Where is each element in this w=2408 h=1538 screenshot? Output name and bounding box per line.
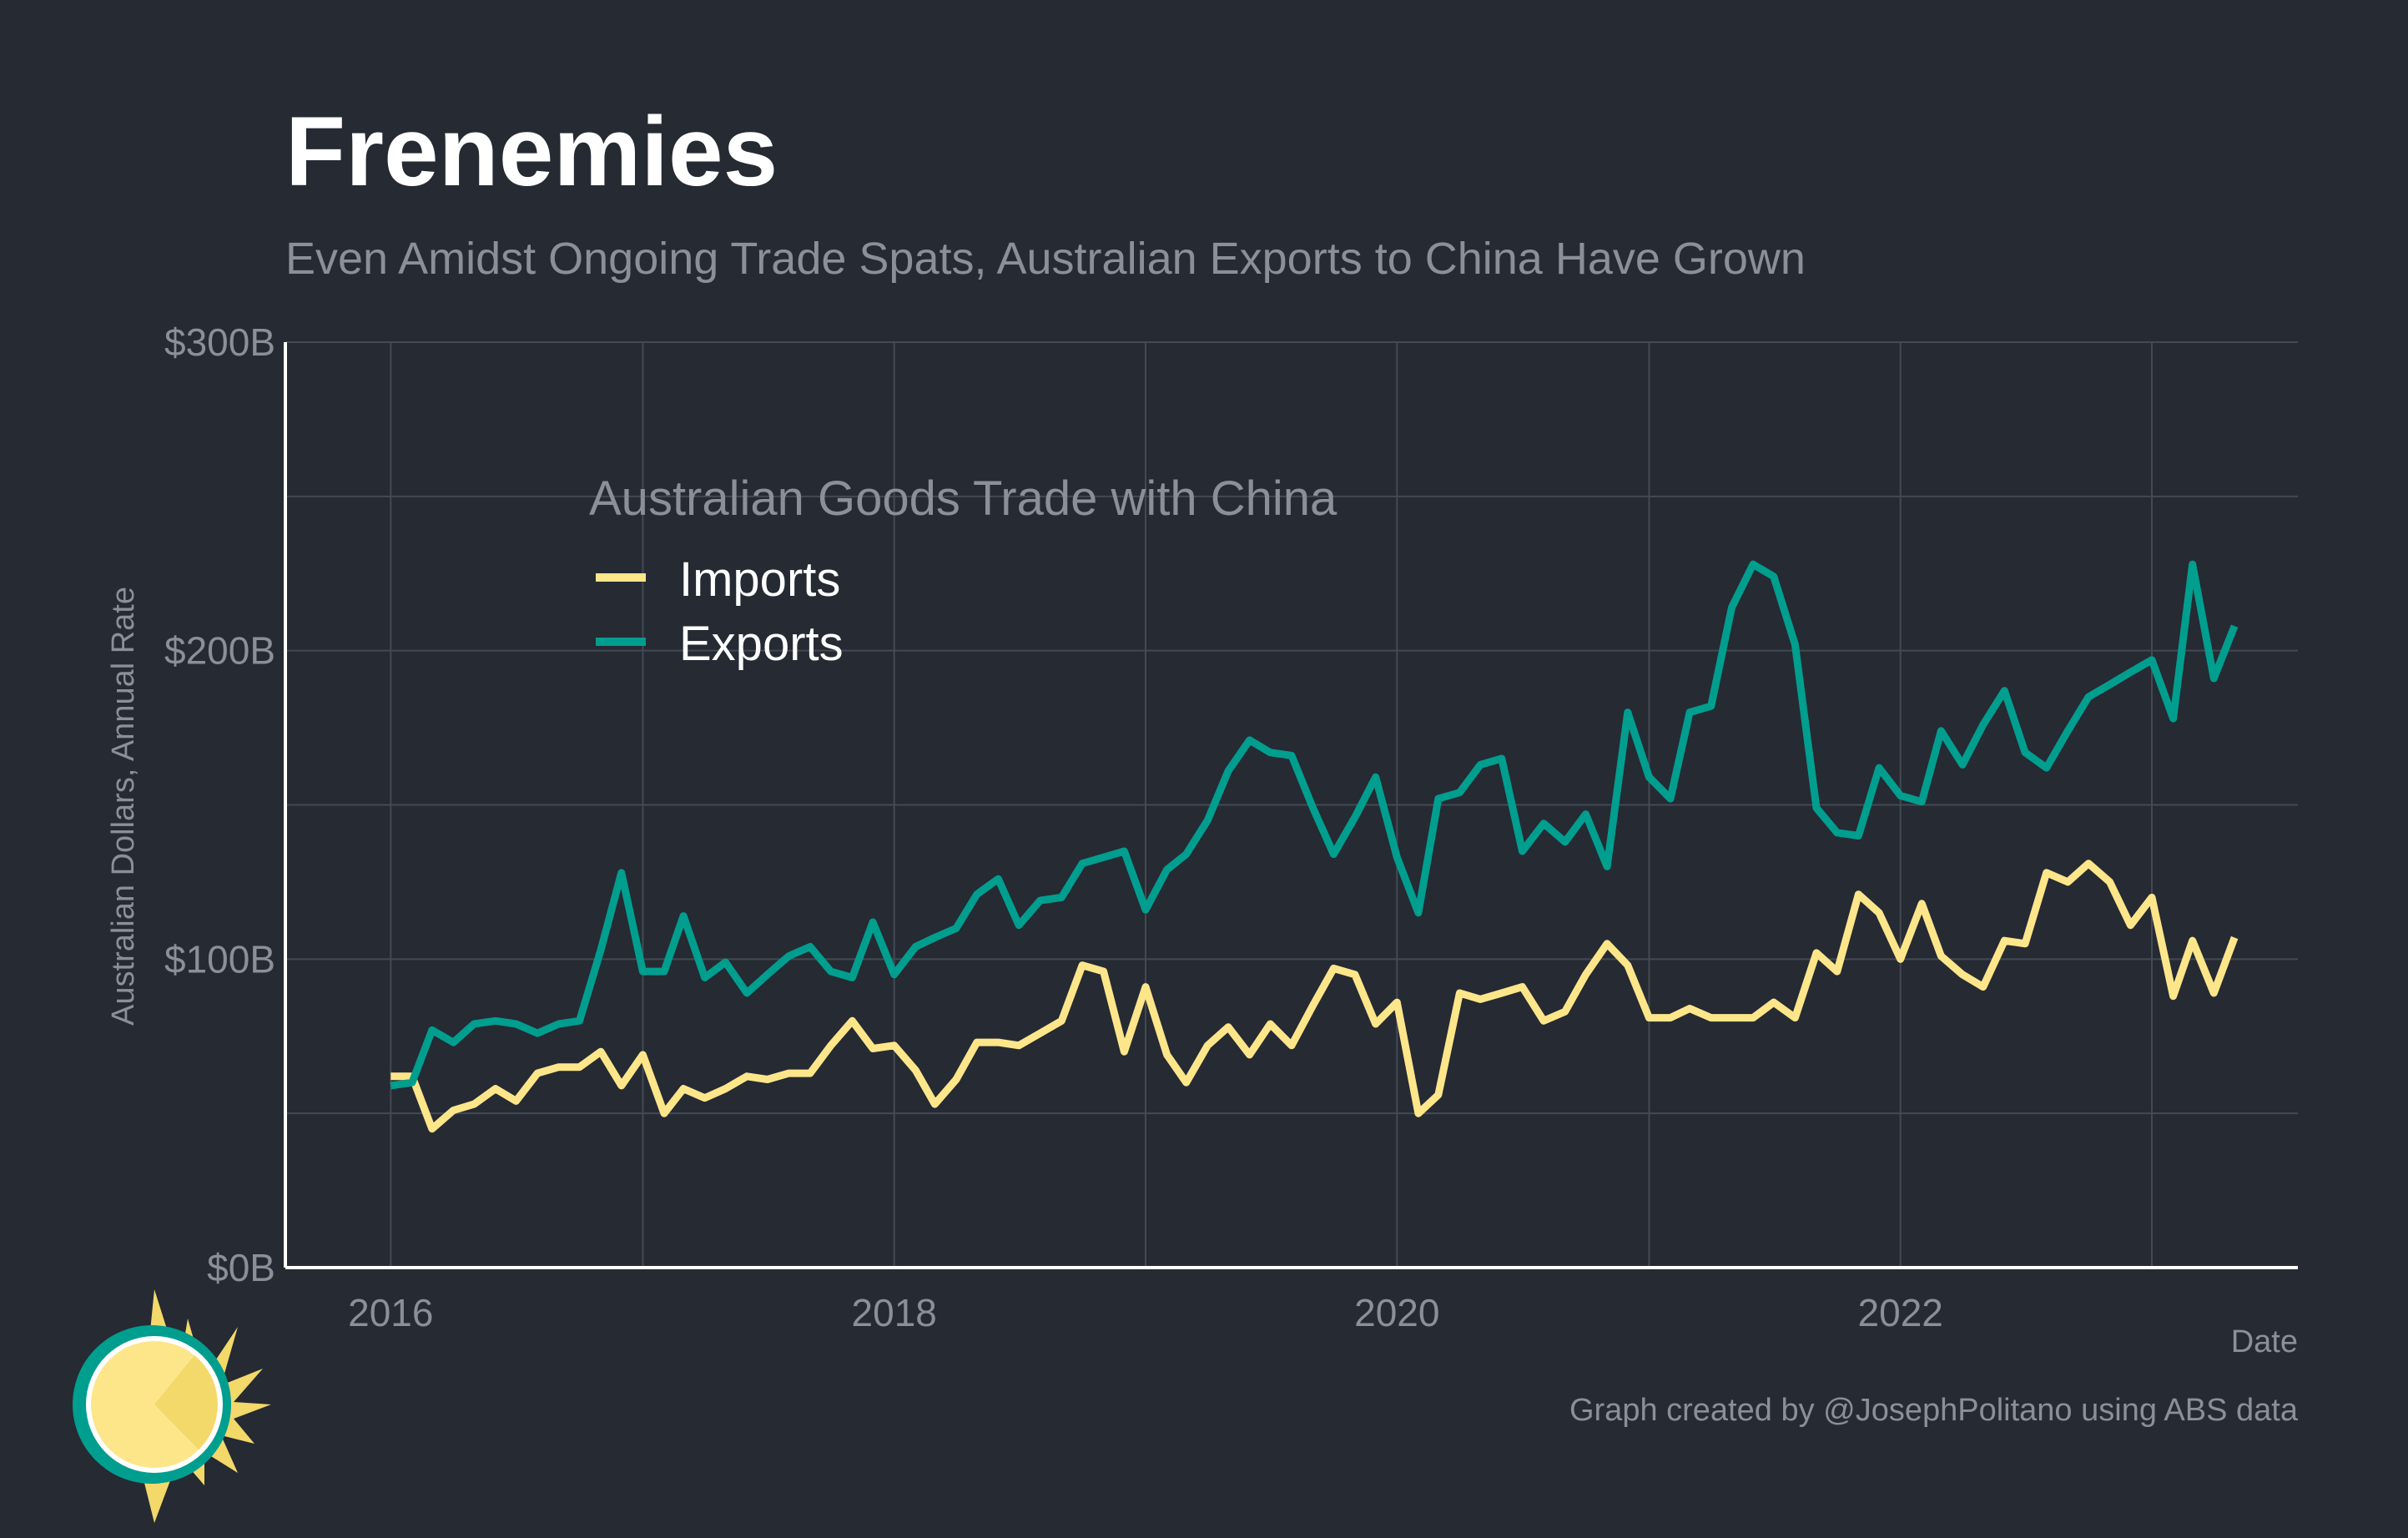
legend-title: Australian Goods Trade with China xyxy=(589,471,1337,526)
legend-label-exports: Exports xyxy=(679,617,844,671)
y-axis-label: Australian Dollars, Annual Rate xyxy=(106,587,141,1026)
x-tick-label: 2018 xyxy=(852,1291,937,1334)
legend: Australian Goods Trade with China Import… xyxy=(589,471,1337,671)
y-tick-label: $0B xyxy=(207,1246,275,1289)
chart-subtitle: Even Amidst Ongoing Trade Spats, Austral… xyxy=(285,234,1806,284)
sun-logo-icon xyxy=(73,1289,271,1523)
x-tick-label: 2020 xyxy=(1354,1291,1439,1334)
tick-labels: $0B $100B $200B $300B 2016 2018 2020 2022 xyxy=(164,320,1943,1334)
series-line-imports xyxy=(390,860,2239,1133)
y-tick-label: $100B xyxy=(164,937,275,981)
gridlines xyxy=(285,341,2298,1268)
chart-title: Frenemies xyxy=(285,97,778,207)
series-lines xyxy=(390,560,2239,1133)
y-tick-label: $200B xyxy=(164,629,275,673)
legend-label-imports: Imports xyxy=(679,552,840,607)
x-tick-label: 2022 xyxy=(1858,1291,1943,1334)
x-axis-label: Date xyxy=(2231,1324,2298,1359)
source-caption: Graph created by @JosephPolitano using A… xyxy=(1569,1393,2299,1428)
series-line-exports xyxy=(390,560,2239,1090)
y-tick-label: $300B xyxy=(164,320,275,364)
x-tick-label: 2016 xyxy=(348,1291,433,1334)
axes xyxy=(284,342,2298,1269)
